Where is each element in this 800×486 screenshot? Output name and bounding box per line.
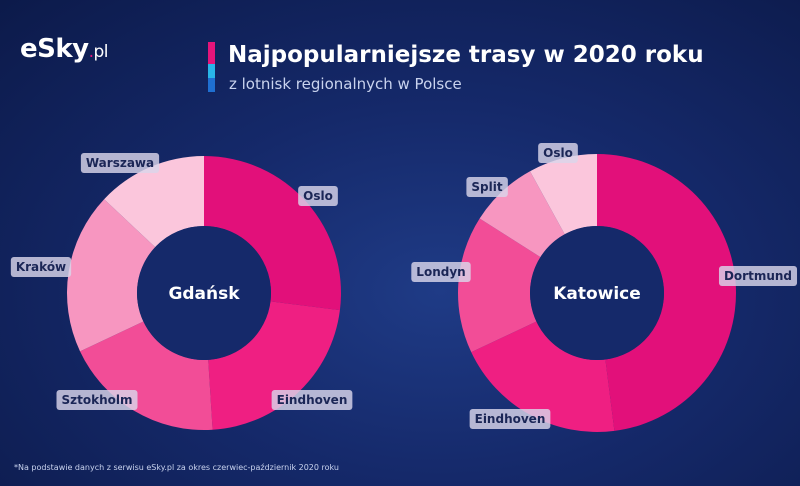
label-gdansk-sztokholm: Sztokholm: [56, 390, 138, 410]
svg-text:Sztokholm: Sztokholm: [62, 393, 133, 407]
svg-text:Warszawa: Warszawa: [86, 156, 154, 170]
svg-text:Oslo: Oslo: [543, 146, 573, 160]
slice-katowice-eindhoven: [471, 321, 615, 432]
slice-gdansk-eindhoven: [208, 301, 340, 430]
svg-text:Londyn: Londyn: [416, 265, 465, 279]
svg-text:Kraków: Kraków: [16, 260, 66, 274]
center-label-gdansk: Gdańsk: [168, 284, 240, 304]
center-label-katowice: Katowice: [553, 284, 641, 304]
label-gdansk-warszawa: Warszawa: [80, 153, 160, 173]
esky-logo: eSky.pl: [20, 34, 109, 64]
label-gdansk-oslo: Oslo: [298, 186, 338, 206]
slice-katowice-dortmund: [597, 154, 736, 431]
title-bar-pink: [208, 42, 215, 64]
label-katowice-oslo: Oslo: [538, 143, 578, 163]
svg-text:Dortmund: Dortmund: [724, 269, 792, 283]
label-katowice-londyn: Londyn: [411, 262, 471, 282]
title-bar-light-blue: [208, 64, 215, 78]
chart-subtitle: z lotnisk regionalnych w Polsce: [229, 75, 462, 93]
label-gdansk-krakow: Kraków: [10, 257, 72, 277]
logo-main: eSky: [20, 34, 89, 64]
label-katowice-eindhoven: Eindhoven: [469, 409, 551, 429]
label-gdansk-eindhoven: Eindhoven: [271, 390, 353, 410]
label-katowice-split: Split: [466, 177, 508, 197]
title-bar-blue: [208, 78, 215, 92]
chart-title: Najpopularniejsze trasy w 2020 roku: [228, 42, 704, 68]
svg-text:Eindhoven: Eindhoven: [277, 393, 348, 407]
svg-text:Split: Split: [471, 180, 502, 194]
slice-katowice-oslo: [530, 154, 597, 235]
donut-hole-gdansk: [137, 226, 271, 360]
slice-gdansk-sztokholm: [80, 321, 213, 431]
label-katowice-dortmund: Dortmund: [718, 266, 798, 286]
slice-katowice-londyn: [457, 218, 541, 353]
donut-hole-katowice: [530, 226, 664, 360]
slice-gdansk-oslo: [204, 156, 341, 311]
footnote: *Na podstawie danych z serwisu eSky.pl z…: [14, 463, 339, 472]
svg-text:Oslo: Oslo: [303, 189, 333, 203]
svg-text:Eindhoven: Eindhoven: [475, 412, 546, 426]
slice-gdansk-warszawa: [104, 156, 204, 248]
slice-gdansk-krakow: [67, 199, 156, 352]
logo-dot: .: [88, 42, 94, 62]
logo-suffix: pl: [93, 42, 109, 62]
title-color-bar: [208, 42, 215, 92]
